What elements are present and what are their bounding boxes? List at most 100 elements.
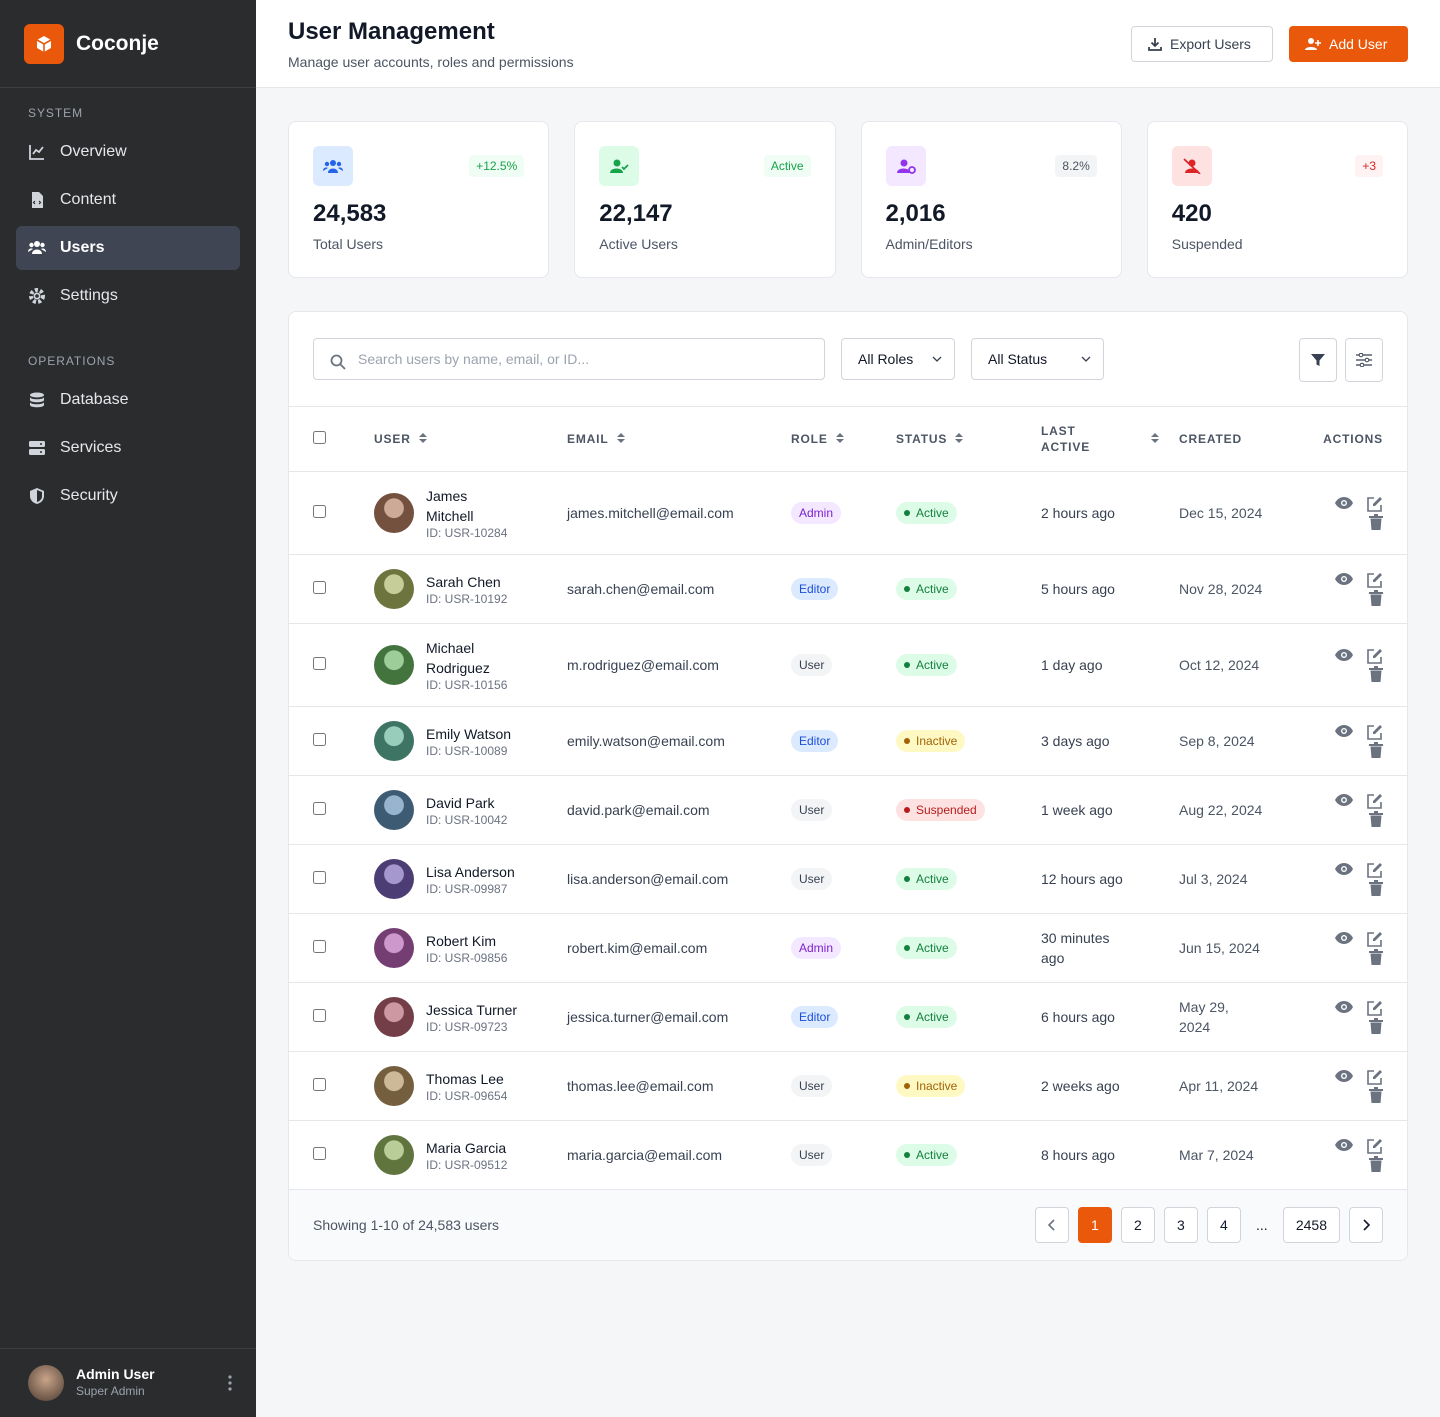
- sort-icon: [955, 432, 964, 443]
- role-badge: User: [791, 798, 833, 821]
- row-checkbox[interactable]: [313, 939, 326, 953]
- stat-value: 22,147: [599, 200, 673, 227]
- account[interactable]: Admin User Super Admin: [0, 1348, 256, 1417]
- column-header-inner: STATUS: [896, 432, 1041, 446]
- user-cell: James Mitchell ID: USR-10284: [374, 486, 567, 540]
- nav-item[interactable]: Overview: [16, 130, 240, 174]
- user-td: Emily Watson ID: USR-10089: [374, 705, 567, 775]
- brand-name: Coconje: [76, 31, 159, 55]
- edit-action[interactable]: [1367, 862, 1383, 878]
- icon: [610, 159, 629, 173]
- user-row: Sarah Chen ID: USR-10192 sarah.chen@email.…: [289, 553, 1407, 623]
- nav-item[interactable]: Security: [16, 474, 240, 518]
- select-all[interactable]: [313, 430, 326, 444]
- row-checkbox[interactable]: [313, 870, 326, 884]
- row-checkbox[interactable]: [313, 732, 326, 746]
- nav-item[interactable]: Content: [16, 178, 240, 222]
- download-icon: [1148, 38, 1162, 51]
- column-label: ACTIONS: [1323, 431, 1383, 446]
- delete-action[interactable]: [1369, 665, 1383, 682]
- view-action[interactable]: [1335, 496, 1353, 510]
- delete-action[interactable]: [1369, 513, 1383, 530]
- prev-page[interactable]: [1034, 1206, 1069, 1243]
- sort-button[interactable]: [1151, 432, 1159, 446]
- sort-icon: [1151, 432, 1159, 443]
- nav-item[interactable]: Database: [16, 378, 240, 422]
- user-info: Thomas Lee ID: USR-09654: [426, 1069, 507, 1103]
- view-action[interactable]: [1335, 1000, 1353, 1014]
- delete-action[interactable]: [1369, 1155, 1383, 1172]
- edit-action[interactable]: [1367, 724, 1383, 740]
- page-button[interactable]: 2: [1120, 1206, 1155, 1243]
- user-cell: Lisa Anderson ID: USR-09987: [374, 858, 567, 899]
- row-checkbox[interactable]: [313, 1146, 326, 1160]
- stat-icon: [885, 146, 926, 186]
- sort-button[interactable]: [955, 432, 964, 446]
- role-badge: User: [791, 1074, 833, 1097]
- delete-action[interactable]: [1369, 589, 1383, 606]
- row-actions: [1321, 572, 1383, 606]
- header-row: USER EMAIL ROLE STATUS LAST ACTIVE CREATED ACT…: [289, 407, 1407, 472]
- column-header: STATUS: [896, 407, 1041, 472]
- row-checkbox[interactable]: [313, 504, 326, 518]
- sort-button[interactable]: [616, 432, 625, 446]
- status-td: Suspended: [896, 774, 1041, 844]
- user-row: Emily Watson ID: USR-10089 emily.watson@em…: [289, 705, 1407, 775]
- view-action[interactable]: [1335, 572, 1353, 586]
- delete-action[interactable]: [1369, 879, 1383, 896]
- view-action[interactable]: [1335, 1069, 1353, 1083]
- actions-td: [1307, 843, 1407, 913]
- edit-action[interactable]: [1367, 1000, 1383, 1016]
- edit-action[interactable]: [1367, 1069, 1383, 1085]
- row-checkbox[interactable]: [313, 656, 326, 670]
- search-input[interactable]: Search users by name, email, or ID...: [313, 338, 825, 380]
- sort-button[interactable]: [835, 432, 844, 446]
- view-action[interactable]: [1335, 862, 1353, 876]
- page-button[interactable]: 1: [1077, 1206, 1112, 1243]
- row-checkbox[interactable]: [313, 580, 326, 594]
- avatar: [374, 720, 414, 761]
- nav-item[interactable]: Settings: [16, 274, 240, 318]
- filter-button[interactable]: [1299, 338, 1337, 382]
- nav-item[interactable]: Services: [16, 426, 240, 470]
- status-badge: Inactive: [896, 1074, 966, 1097]
- page-button[interactable]: 4: [1206, 1206, 1241, 1243]
- view-action[interactable]: [1335, 648, 1353, 662]
- status-filter[interactable]: All Status: [971, 338, 1104, 380]
- edit-action[interactable]: [1367, 1138, 1383, 1154]
- next-page[interactable]: [1349, 1206, 1383, 1243]
- delete-action[interactable]: [1369, 1017, 1383, 1034]
- role-td: Editor: [791, 705, 896, 775]
- account-menu[interactable]: [228, 1375, 232, 1391]
- column-header: USER: [374, 407, 567, 472]
- user-name: Sarah Chen: [426, 573, 501, 590]
- view-action[interactable]: [1335, 724, 1353, 738]
- settings-button[interactable]: [1345, 338, 1383, 382]
- row-checkbox[interactable]: [313, 1008, 326, 1022]
- add-user-icon: [1305, 38, 1321, 50]
- add-button[interactable]: Add User: [1289, 26, 1408, 62]
- export-button[interactable]: Export Users: [1131, 26, 1273, 62]
- edit-action[interactable]: [1367, 648, 1383, 664]
- sort-button[interactable]: [418, 432, 427, 446]
- page-button[interactable]: 2458: [1282, 1206, 1340, 1243]
- delete-action[interactable]: [1369, 741, 1383, 758]
- edit-action[interactable]: [1367, 931, 1383, 947]
- delete-action[interactable]: [1369, 810, 1383, 827]
- nav-item[interactable]: Users: [16, 226, 240, 270]
- row-checkbox[interactable]: [313, 1077, 326, 1091]
- row-checkbox[interactable]: [313, 801, 326, 815]
- user-cell: Jessica Turner ID: USR-09723: [374, 996, 567, 1037]
- view-action[interactable]: [1335, 1138, 1353, 1152]
- view-action[interactable]: [1335, 931, 1353, 945]
- role-filter[interactable]: All Roles: [841, 338, 955, 380]
- edit-action[interactable]: [1367, 793, 1383, 809]
- edit-action[interactable]: [1367, 496, 1383, 512]
- view-action[interactable]: [1335, 793, 1353, 807]
- edit-action[interactable]: [1367, 572, 1383, 588]
- account-role: Super Admin: [76, 1384, 145, 1398]
- page-button[interactable]: 3: [1163, 1206, 1198, 1243]
- delete-action[interactable]: [1369, 1086, 1383, 1103]
- created-td: Dec 15, 2024: [1179, 471, 1307, 554]
- delete-action[interactable]: [1369, 948, 1383, 965]
